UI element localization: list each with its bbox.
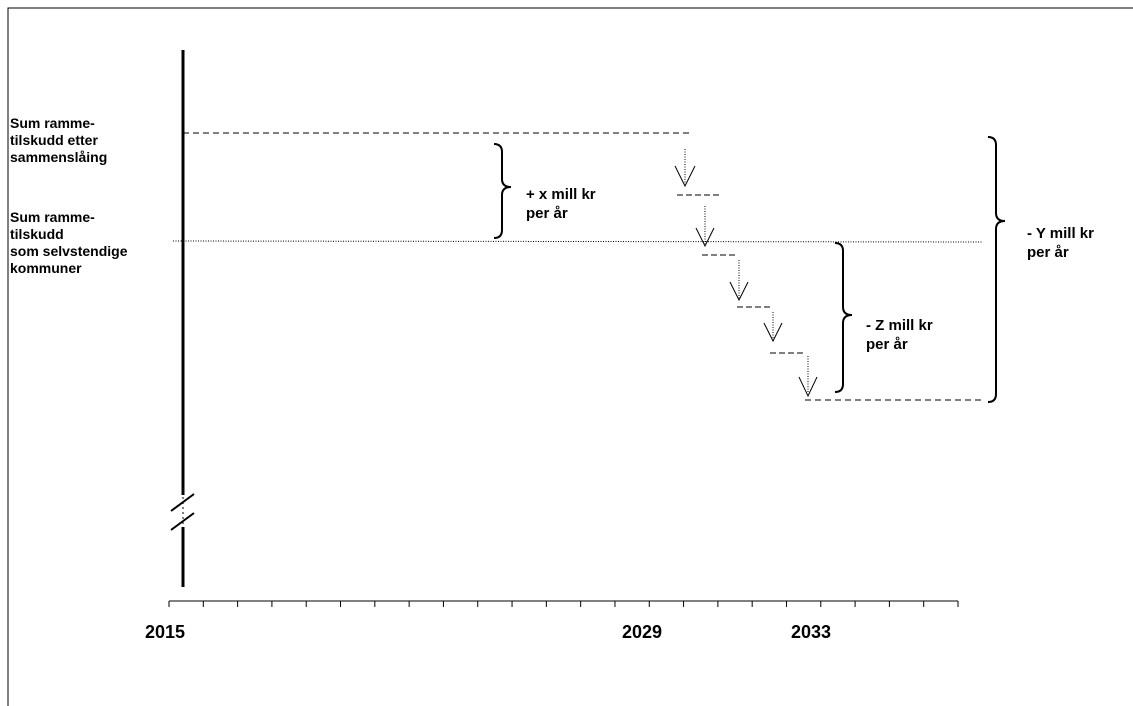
x-axis-ticks	[168, 601, 959, 607]
brace-y-label: - Y mill kr per år	[1027, 225, 1098, 261]
arrow-down-icon	[763, 322, 783, 343]
brace-z-label-line: - Z mill kr	[866, 317, 933, 334]
brace-z-label-line: per år	[866, 336, 908, 353]
label-independent-line: Sum ramme-	[10, 209, 95, 225]
label-independent-line: som selvstendige	[10, 243, 128, 259]
level-independent-line	[172, 240, 984, 243]
step-segments	[677, 194, 806, 354]
arrow-down-icon	[798, 376, 818, 398]
brace-z-icon	[834, 242, 853, 393]
arrow-down-icon	[674, 165, 696, 188]
brace-y-label-line: per år	[1027, 244, 1069, 261]
brace-y-icon	[987, 136, 1006, 403]
label-after-merger-line: Sum ramme-	[10, 115, 95, 131]
drop-arrowheads	[674, 165, 818, 398]
label-independent: Sum ramme- tilskudd som selvstendige kom…	[10, 209, 131, 276]
arrow-down-icon	[695, 227, 715, 248]
year-label: 2015	[145, 622, 185, 642]
brace-y-label-line: - Y mill kr	[1027, 225, 1094, 242]
brace-z-label: - Z mill kr per år	[866, 317, 937, 353]
year-label: 2033	[791, 622, 831, 642]
label-after-merger-line: tilskudd etter	[10, 132, 98, 148]
label-after-merger: Sum ramme- tilskudd etter sammenslåing	[10, 115, 107, 165]
frame-border	[7, 7, 1133, 706]
label-independent-line: kommuner	[10, 260, 82, 276]
brace-x-icon	[493, 143, 512, 239]
brace-x-label-line: + x mill kr	[526, 186, 596, 203]
brace-x-label-line: per år	[526, 205, 568, 222]
brace-x-label: + x mill kr per år	[526, 186, 600, 222]
label-after-merger-line: sammenslåing	[10, 149, 107, 165]
year-label: 2029	[622, 622, 662, 642]
drop-lines	[684, 149, 809, 392]
arrow-down-icon	[729, 281, 749, 302]
label-independent-line: tilskudd	[10, 226, 64, 242]
